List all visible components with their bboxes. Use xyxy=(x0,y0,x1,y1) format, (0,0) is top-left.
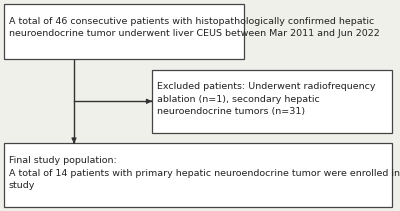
Text: Final study population:
A total of 14 patients with primary hepatic neuroendocri: Final study population: A total of 14 pa… xyxy=(9,156,400,190)
FancyBboxPatch shape xyxy=(152,70,392,133)
Text: A total of 46 consecutive patients with histopathologically confirmed hepatic
ne: A total of 46 consecutive patients with … xyxy=(9,17,380,38)
Text: Excluded patients: Underwent radiofrequency
ablation (n=1), secondary hepatic
ne: Excluded patients: Underwent radiofreque… xyxy=(157,82,375,116)
FancyBboxPatch shape xyxy=(4,143,392,207)
FancyBboxPatch shape xyxy=(4,4,244,59)
